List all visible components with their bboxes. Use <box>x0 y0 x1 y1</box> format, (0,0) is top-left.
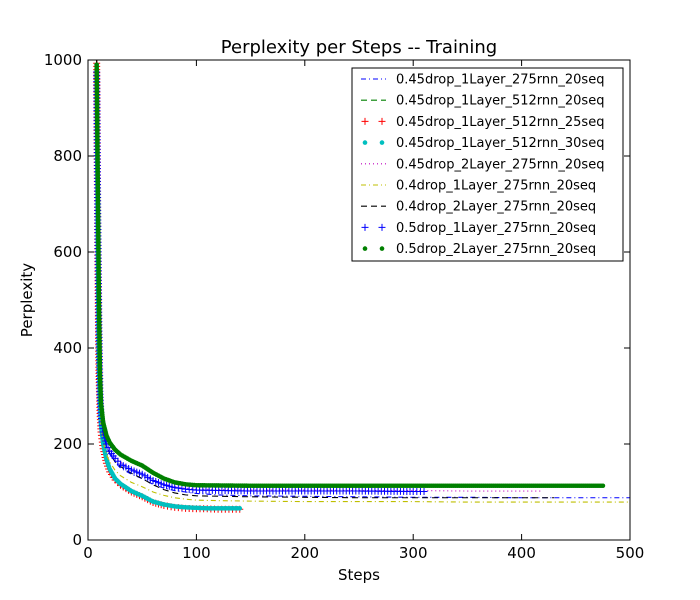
legend: 0.45drop_1Layer_275rnn_20seq 0.45drop_1La… <box>351 67 624 262</box>
series-line <box>96 60 544 492</box>
legend-item: 0.45drop_1Layer_512rnn_25seq <box>361 115 604 130</box>
x-tick-label: 200 <box>290 544 319 562</box>
x-tick-label: 0 <box>83 544 93 562</box>
legend-item: 0.4drop_2Layer_275rnn_20seq <box>361 200 596 215</box>
series-marker <box>420 488 428 496</box>
legend-marker <box>379 140 385 145</box>
legend-label: 0.5drop_2Layer_275rnn_20seq <box>396 242 596 257</box>
legend-label: 0.5drop_1Layer_275rnn_20seq <box>396 221 596 236</box>
x-axis-label: Steps <box>338 566 380 584</box>
legend-marker <box>361 117 369 125</box>
y-tick-label: 0 <box>72 531 82 549</box>
x-tick-label: 400 <box>507 544 536 562</box>
y-tick-label: 600 <box>53 243 82 261</box>
legend-label: 0.45drop_1Layer_275rnn_20seq <box>396 73 604 88</box>
legend-box <box>351 67 624 262</box>
legend-item: 0.45drop_1Layer_275rnn_20seq <box>361 73 604 88</box>
legend-marker <box>378 223 386 231</box>
y-tick-label: 200 <box>53 435 82 453</box>
x-tick-label: 100 <box>182 544 211 562</box>
x-tick-label: 500 <box>616 544 645 562</box>
legend-marker <box>361 223 369 231</box>
series-marker <box>600 483 606 489</box>
legend-marker <box>379 246 385 251</box>
plot-frame <box>87 59 631 541</box>
legend-marker <box>362 246 368 251</box>
legend-marker <box>378 117 386 125</box>
legend-item: 0.45drop_1Layer_512rnn_20seq <box>361 94 604 109</box>
legend-label: 0.45drop_1Layer_512rnn_20seq <box>396 94 604 109</box>
legend-marker <box>362 140 368 145</box>
y-tick-label: 800 <box>53 147 82 165</box>
y-axis-label: Perplexity <box>18 263 36 337</box>
series-8 <box>93 68 428 496</box>
legend-item: 0.5drop_1Layer_275rnn_20seq <box>361 221 596 236</box>
series-marker <box>237 506 243 511</box>
y-tick-label: 400 <box>53 339 82 357</box>
series-marker <box>104 444 112 452</box>
legend-label: 0.45drop_1Layer_512rnn_25seq <box>396 115 604 130</box>
axis-ticks: 0 100 200 300 400 500 0 200 400 600 800 1000 <box>44 51 645 562</box>
legend-label: 0.45drop_1Layer_512rnn_30seq <box>396 136 604 151</box>
legend-item: 0.45drop_2Layer_275rnn_20seq <box>361 157 604 172</box>
legend-item: 0.4drop_1Layer_275rnn_20seq <box>361 179 596 194</box>
legend-label: 0.4drop_1Layer_275rnn_20seq <box>396 179 596 194</box>
chart-marks <box>93 60 630 513</box>
series-5 <box>96 60 544 492</box>
series-9 <box>94 62 606 489</box>
chart-title: Perplexity per Steps -- Training <box>221 37 497 58</box>
x-tick-label: 300 <box>399 544 428 562</box>
legend-label: 0.45drop_2Layer_275rnn_20seq <box>396 157 604 172</box>
legend-item: 0.5drop_2Layer_275rnn_20seq <box>362 242 596 257</box>
legend-label: 0.4drop_2Layer_275rnn_20seq <box>396 200 596 215</box>
y-tick-label: 1000 <box>44 51 82 69</box>
legend-item: 0.45drop_1Layer_512rnn_30seq <box>362 136 604 151</box>
